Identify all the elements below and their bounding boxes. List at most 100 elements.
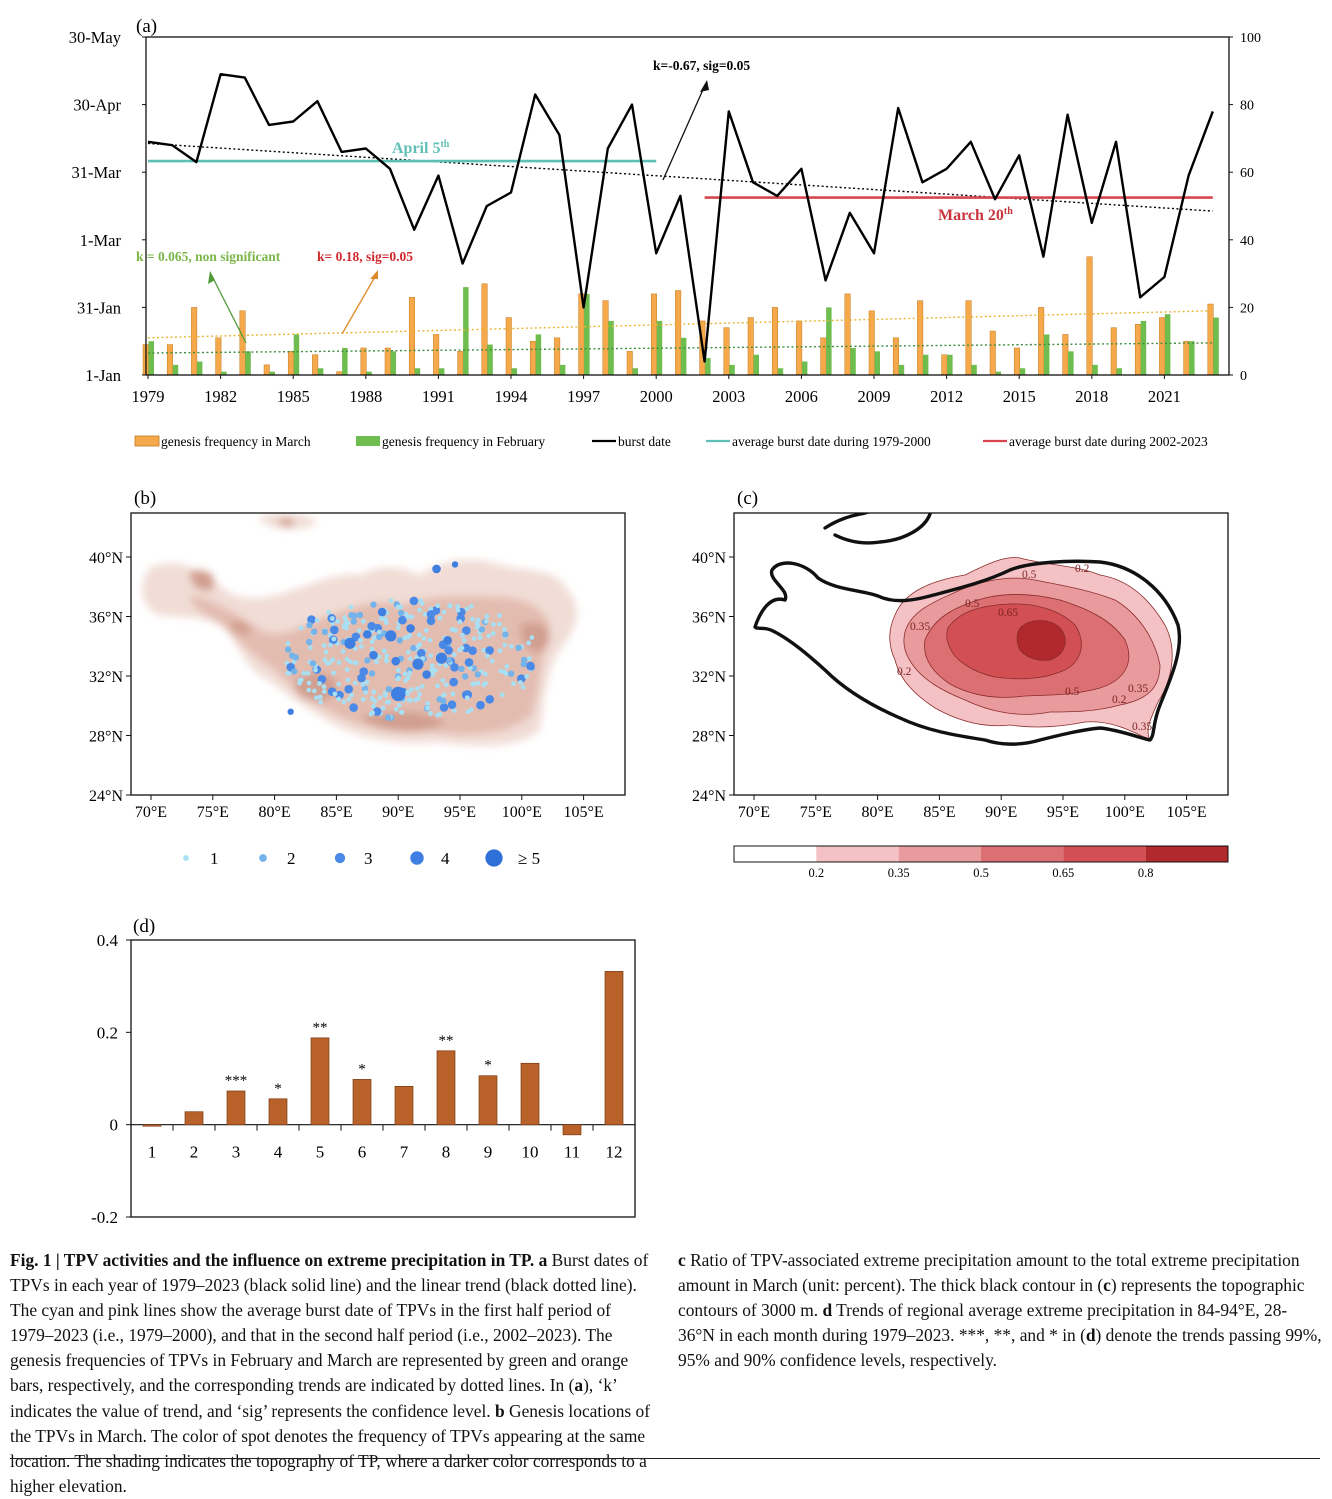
genesis-point: [477, 635, 483, 641]
february-bar: [221, 371, 227, 375]
panel-b-label: (b): [134, 488, 156, 509]
panel-c: 0.2 0.35 0.5 0.65 0.35 0.5 0.2 0.35 0.2 …: [692, 488, 1229, 880]
caption-label-c: c: [678, 1250, 686, 1270]
legend-dot: [485, 849, 503, 867]
february-bar: [1068, 351, 1074, 375]
x-tick-label: 2000: [640, 387, 673, 406]
genesis-point: [395, 625, 401, 631]
genesis-point: [511, 681, 516, 686]
month-tick-label: 1: [148, 1143, 157, 1162]
monthly-trend-bar: [142, 1124, 162, 1127]
genesis-point: [336, 660, 342, 666]
x-tick-label: 2018: [1075, 387, 1108, 406]
genesis-point-large: [422, 670, 431, 679]
colorbar-label: 0.2: [809, 866, 825, 880]
lat-tick-label: 40°N: [89, 550, 123, 567]
caption-text-a2: ), ‘k’ indicates the value of trend, and…: [10, 1375, 617, 1421]
march-bar: [868, 310, 875, 376]
march-bar: [965, 300, 972, 376]
genesis-point: [449, 677, 459, 687]
genesis-point: [397, 609, 405, 617]
genesis-point: [440, 678, 446, 683]
genesis-point: [349, 692, 354, 698]
february-bar: [874, 351, 880, 375]
genesis-point: [468, 707, 474, 713]
genesis-point: [409, 596, 419, 606]
genesis-point: [405, 614, 411, 620]
genesis-point: [307, 615, 316, 624]
lon-tick-label: 75°E: [800, 804, 832, 821]
march-bar: [457, 351, 464, 376]
genesis-point: [502, 631, 509, 638]
genesis-point: [484, 618, 489, 624]
genesis-point: [529, 635, 535, 640]
panel-a-average-lines: [148, 159, 1213, 199]
colorbar-segment: [816, 846, 899, 862]
panel-a-trend-lines: [147, 142, 1213, 354]
annot-burst-trend-arrow: [662, 84, 706, 181]
genesis-point: [360, 619, 366, 624]
genesis-point: [350, 618, 357, 625]
month-tick-label: 6: [358, 1143, 367, 1162]
february-bar: [801, 361, 808, 375]
genesis-point: [421, 636, 427, 641]
genesis-point: [406, 697, 412, 703]
genesis-point: [398, 615, 407, 625]
genesis-point: [349, 703, 358, 712]
genesis-point: [327, 660, 332, 666]
genesis-point-large: [406, 624, 415, 633]
genesis-point: [344, 667, 350, 672]
genesis-point: [313, 667, 318, 673]
genesis-point: [461, 638, 467, 643]
march-bar: [1183, 340, 1190, 376]
legend-dot-label: ≥ 5: [518, 849, 540, 868]
month-tick-label: 9: [484, 1143, 493, 1162]
legend-dot: [410, 851, 424, 865]
genesis-point: [408, 656, 413, 662]
y-left-tick-label: 31-Mar: [72, 163, 122, 182]
march-bar: [1110, 327, 1117, 376]
colorbar-label: 0.8: [1138, 866, 1154, 880]
month-tick-label: 3: [232, 1143, 241, 1162]
march-bar: [215, 337, 222, 376]
genesis-point: [426, 610, 436, 619]
genesis-point: [336, 696, 342, 702]
topo-level-3e: [278, 518, 294, 527]
genesis-point: [491, 622, 496, 627]
genesis-point: [439, 703, 449, 712]
panel-d-bars: [131, 971, 635, 1136]
genesis-point: [385, 714, 392, 721]
march-bar: [771, 307, 778, 376]
genesis-point: [343, 625, 349, 631]
genesis-point: [468, 646, 477, 655]
x-tick-label: 2006: [785, 387, 818, 406]
genesis-point: [377, 695, 383, 700]
genesis-point: [292, 654, 299, 661]
march-bar: [892, 337, 899, 376]
contour-value-labels: 0.2 0.35 0.5 0.65 0.35 0.5 0.2 0.35 0.2: [897, 563, 1152, 733]
genesis-point: [356, 611, 364, 619]
february-bar: [1116, 368, 1122, 375]
month-tick-label: 12: [606, 1143, 623, 1162]
genesis-point: [405, 691, 410, 696]
genesis-point: [405, 649, 411, 655]
y-tick-label: 0: [110, 1116, 119, 1135]
march-bar: [602, 300, 609, 376]
february-bar: [729, 364, 735, 375]
lat-tick-label: 28°N: [89, 729, 123, 746]
panel-c-label: (c): [737, 488, 758, 509]
genesis-point: [455, 607, 461, 613]
genesis-point: [417, 607, 422, 613]
legend-burst-label: burst date: [618, 434, 671, 449]
genesis-point-large: [451, 561, 459, 568]
x-tick-label: 1991: [422, 387, 455, 406]
genesis-point: [312, 688, 317, 694]
colorbar-frame: [733, 845, 1229, 863]
genesis-point: [331, 636, 337, 642]
march-bar: [1086, 256, 1093, 376]
genesis-point: [457, 619, 463, 625]
march-bar: [917, 300, 924, 376]
lon-tick-label: 100°E: [1105, 804, 1145, 821]
legend-dot: [183, 855, 189, 861]
x-tick-label: 1982: [204, 387, 237, 406]
